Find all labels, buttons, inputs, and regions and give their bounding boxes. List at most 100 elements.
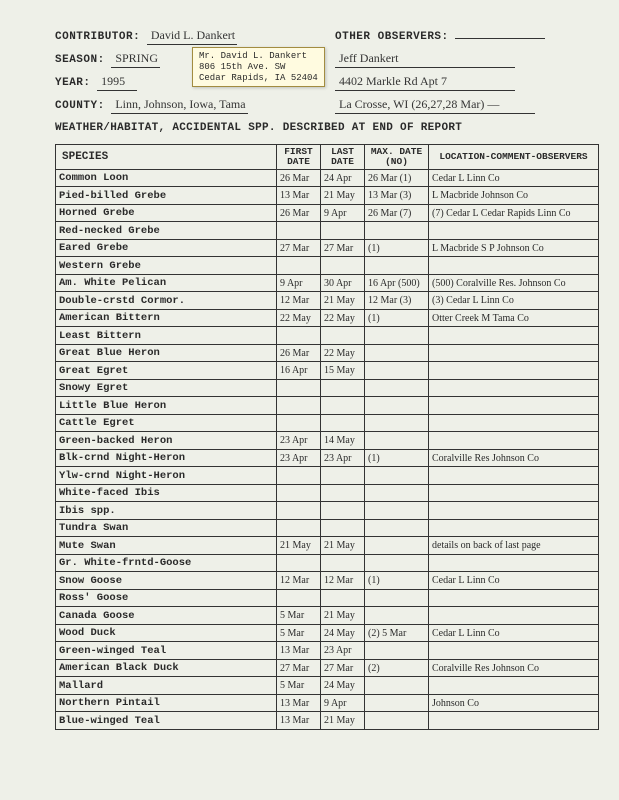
species-cell: American Bittern xyxy=(56,309,277,327)
max-date-cell xyxy=(365,607,429,625)
species-cell: Pied-billed Grebe xyxy=(56,187,277,205)
first-date-cell: 5 Mar xyxy=(277,624,321,642)
last-date-cell xyxy=(321,379,365,397)
col-location: LOCATION-COMMENT-OBSERVERS xyxy=(429,145,599,170)
max-date-cell: 12 Mar (3) xyxy=(365,292,429,310)
table-row: Western Grebe xyxy=(56,257,599,275)
location-cell: Cedar L Linn Co xyxy=(429,624,599,642)
table-row: American Black Duck27 Mar27 Mar(2)Coralv… xyxy=(56,659,599,677)
first-date-cell: 13 Mar xyxy=(277,712,321,730)
max-date-cell: 26 Mar (1) xyxy=(365,169,429,187)
col-first-date: FIRST DATE xyxy=(277,145,321,170)
location-cell: L Macbride S P Johnson Co xyxy=(429,239,599,257)
max-date-cell xyxy=(365,257,429,275)
table-row: Eared Grebe27 Mar27 Mar(1)L Macbride S P… xyxy=(56,239,599,257)
first-date-cell: 23 Apr xyxy=(277,432,321,450)
location-cell xyxy=(429,642,599,660)
max-date-cell: (1) xyxy=(365,239,429,257)
location-cell xyxy=(429,467,599,485)
location-cell xyxy=(429,344,599,362)
max-date-cell xyxy=(365,467,429,485)
location-cell: Cedar L Linn Co xyxy=(429,169,599,187)
location-cell: Coralville Res Johnson Co xyxy=(429,659,599,677)
max-date-cell: (2) 5 Mar xyxy=(365,624,429,642)
table-row: American Bittern22 May22 May(1)Otter Cre… xyxy=(56,309,599,327)
max-date-cell: (1) xyxy=(365,572,429,590)
max-date-cell xyxy=(365,432,429,450)
table-row: Wood Duck5 Mar24 May(2) 5 MarCedar L Lin… xyxy=(56,624,599,642)
first-date-cell: 22 May xyxy=(277,309,321,327)
location-cell: Otter Creek M Tama Co xyxy=(429,309,599,327)
last-date-cell: 24 May xyxy=(321,624,365,642)
last-date-cell xyxy=(321,327,365,345)
location-cell xyxy=(429,397,599,415)
max-date-cell: (1) xyxy=(365,309,429,327)
contributor-value: David L. Dankert xyxy=(147,28,237,45)
max-date-cell xyxy=(365,502,429,520)
species-cell: Snow Goose xyxy=(56,572,277,590)
location-cell: (7) Cedar L Cedar Rapids Linn Co xyxy=(429,204,599,222)
max-date-cell xyxy=(365,327,429,345)
species-cell: Mallard xyxy=(56,677,277,695)
location-cell: (500) Coralville Res. Johnson Co xyxy=(429,274,599,292)
location-cell xyxy=(429,257,599,275)
table-row: Horned Grebe26 Mar9 Apr26 Mar (7)(7) Ced… xyxy=(56,204,599,222)
observer-3: La Crosse, WI (26,27,28 Mar) — xyxy=(335,97,535,114)
observer-2: 4402 Markle Rd Apt 7 xyxy=(335,74,515,91)
location-cell xyxy=(429,327,599,345)
contributor-label: CONTRIBUTOR: xyxy=(55,31,140,43)
last-date-cell: 23 Apr xyxy=(321,642,365,660)
max-date-cell xyxy=(365,222,429,240)
first-date-cell xyxy=(277,414,321,432)
table-row: Northern Pintail13 Mar9 AprJohnson Co xyxy=(56,694,599,712)
species-cell: Horned Grebe xyxy=(56,204,277,222)
species-cell: Western Grebe xyxy=(56,257,277,275)
location-cell xyxy=(429,677,599,695)
table-header-row: SPECIES FIRST DATE LAST DATE MAX. DATE (… xyxy=(56,145,599,170)
max-date-cell: 16 Apr (500) xyxy=(365,274,429,292)
last-date-cell xyxy=(321,589,365,607)
sticker-line: 806 15th Ave. SW xyxy=(199,62,318,73)
year-label: YEAR: xyxy=(55,77,91,89)
max-date-cell xyxy=(365,397,429,415)
species-cell: Great Egret xyxy=(56,362,277,380)
last-date-cell: 15 May xyxy=(321,362,365,380)
location-cell: Cedar L Linn Co xyxy=(429,572,599,590)
species-cell: Am. White Pelican xyxy=(56,274,277,292)
species-cell: Ylw-crnd Night-Heron xyxy=(56,467,277,485)
species-cell: Ibis spp. xyxy=(56,502,277,520)
max-date-cell xyxy=(365,362,429,380)
first-date-cell: 23 Apr xyxy=(277,449,321,467)
table-row: White-faced Ibis xyxy=(56,484,599,502)
table-row: Ross' Goose xyxy=(56,589,599,607)
form-header: CONTRIBUTOR: David L. Dankert OTHER OBSE… xyxy=(55,28,599,134)
max-date-cell xyxy=(365,537,429,555)
species-cell: Blue-winged Teal xyxy=(56,712,277,730)
last-date-cell: 12 Mar xyxy=(321,572,365,590)
observer-1: Jeff Dankert xyxy=(335,51,515,68)
location-cell xyxy=(429,589,599,607)
species-cell: American Black Duck xyxy=(56,659,277,677)
species-cell: Gr. White-frntd-Goose xyxy=(56,554,277,572)
species-cell: Double-crstd Cormor. xyxy=(56,292,277,310)
last-date-cell xyxy=(321,467,365,485)
first-date-cell: 5 Mar xyxy=(277,607,321,625)
max-date-cell xyxy=(365,712,429,730)
sticker-line: Mr. David L. Dankert xyxy=(199,51,318,62)
last-date-cell: 21 May xyxy=(321,292,365,310)
max-date-cell xyxy=(365,379,429,397)
first-date-cell xyxy=(277,257,321,275)
species-cell: Wood Duck xyxy=(56,624,277,642)
last-date-cell: 9 Apr xyxy=(321,204,365,222)
species-cell: Green-backed Heron xyxy=(56,432,277,450)
max-date-cell xyxy=(365,519,429,537)
species-cell: Northern Pintail xyxy=(56,694,277,712)
first-date-cell: 9 Apr xyxy=(277,274,321,292)
sticker-line: Cedar Rapids, IA 52404 xyxy=(199,73,318,84)
table-row: Great Egret16 Apr15 May xyxy=(56,362,599,380)
species-cell: Canada Goose xyxy=(56,607,277,625)
last-date-cell: 21 May xyxy=(321,187,365,205)
last-date-cell: 21 May xyxy=(321,712,365,730)
table-row: Cattle Egret xyxy=(56,414,599,432)
table-row: Double-crstd Cormor.12 Mar21 May12 Mar (… xyxy=(56,292,599,310)
